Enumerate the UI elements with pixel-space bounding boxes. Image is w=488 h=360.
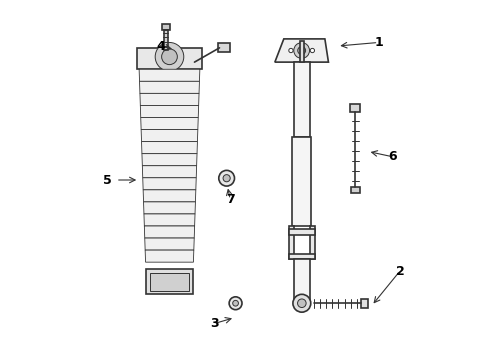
Polygon shape [141,130,198,141]
Circle shape [162,49,177,64]
Circle shape [297,299,305,307]
Polygon shape [141,141,197,154]
Text: 3: 3 [209,317,218,330]
Polygon shape [139,69,200,81]
Circle shape [292,294,310,312]
Polygon shape [140,105,198,117]
Polygon shape [141,117,198,130]
Bar [162,23,169,30]
Bar [293,258,309,300]
Polygon shape [360,298,367,308]
Bar [299,41,304,62]
Circle shape [218,170,234,186]
Bar [292,137,311,226]
Circle shape [309,48,314,53]
Text: 5: 5 [102,174,111,186]
Bar [288,229,314,235]
Circle shape [297,46,305,54]
Polygon shape [144,238,194,250]
Bar [309,226,314,258]
Polygon shape [142,154,197,166]
Bar [217,43,230,52]
Circle shape [288,48,292,53]
Polygon shape [143,190,195,202]
Polygon shape [142,166,196,178]
Bar [293,62,309,137]
Circle shape [293,42,309,58]
Polygon shape [145,250,193,262]
Bar [350,187,359,193]
Polygon shape [140,93,199,105]
Polygon shape [274,39,328,62]
Polygon shape [143,214,195,226]
Text: 2: 2 [395,265,404,278]
Polygon shape [144,226,194,238]
Bar [349,104,360,112]
Circle shape [155,42,183,71]
Circle shape [223,175,230,182]
Polygon shape [142,178,196,190]
Polygon shape [139,81,199,93]
Bar [137,48,201,69]
Bar [288,254,314,258]
Text: 6: 6 [387,150,396,163]
Bar [146,269,192,294]
Text: 7: 7 [225,193,234,206]
Text: 1: 1 [373,36,382,49]
Circle shape [232,300,238,306]
Polygon shape [143,202,195,214]
Bar [163,30,168,50]
Bar [149,273,189,291]
Circle shape [229,297,242,310]
Text: 4: 4 [156,40,164,53]
Bar [288,226,294,258]
